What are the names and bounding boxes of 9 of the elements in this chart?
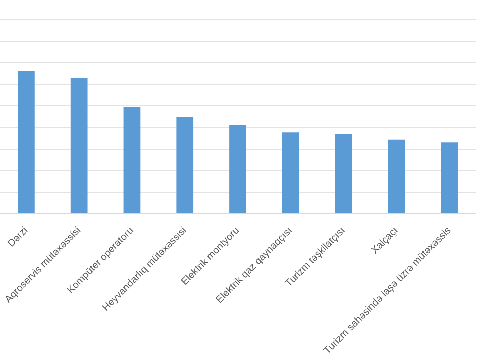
bar [176,116,194,214]
bar [441,142,458,214]
bar [70,78,88,214]
bar [282,132,300,214]
bar [230,126,246,214]
bar [335,134,352,214]
bar [18,71,35,214]
bar [124,107,141,214]
bar [388,140,406,214]
